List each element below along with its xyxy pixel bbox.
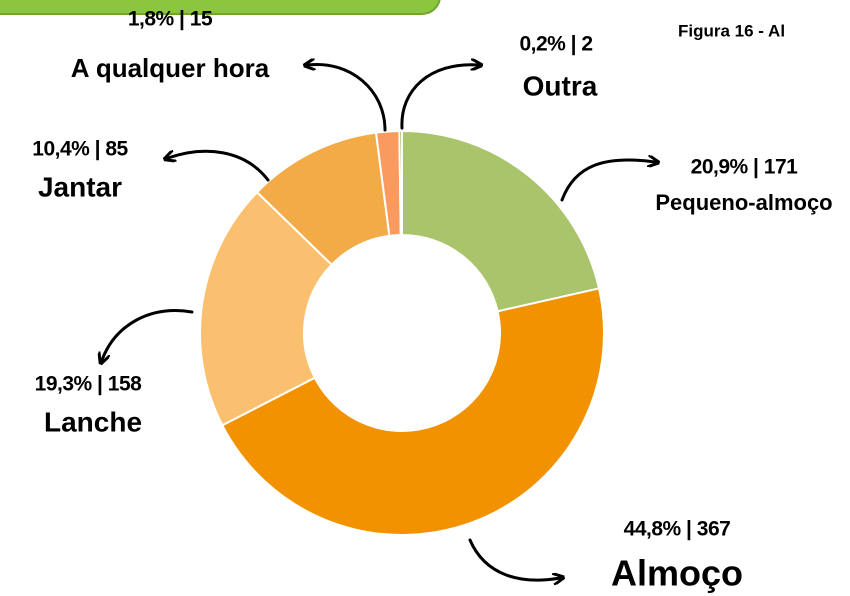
arrows	[102, 64, 655, 580]
header-box	[0, 0, 441, 15]
value-label: 0,2% | 2	[519, 33, 592, 56]
slice	[199, 190, 334, 427]
arrow	[560, 160, 655, 202]
category-label: Pequeno-almoço	[655, 190, 832, 215]
arrow	[468, 538, 560, 580]
arrow	[400, 65, 478, 130]
category-label: A qualquer hora	[71, 53, 270, 83]
arrow	[102, 309, 194, 360]
arrow	[168, 149, 270, 182]
slice	[220, 287, 605, 536]
value-label: 1,8% | 15	[128, 8, 213, 31]
value-label: 19,3% | 158	[35, 373, 142, 396]
donut	[199, 129, 605, 536]
value-label: 10,4% | 85	[32, 138, 128, 161]
value-label: 20,9% | 171	[691, 156, 798, 179]
slice	[401, 129, 601, 313]
arrow	[308, 64, 387, 132]
category-label: Lanche	[44, 406, 142, 437]
slice	[398, 129, 403, 237]
category-label: Jantar	[38, 171, 122, 202]
figure-title: Figura 16 - Al	[678, 21, 785, 40]
category-label: Almoço	[611, 553, 743, 594]
category-label: Outra	[523, 70, 598, 101]
value-label: 44,8% | 367	[624, 518, 731, 541]
